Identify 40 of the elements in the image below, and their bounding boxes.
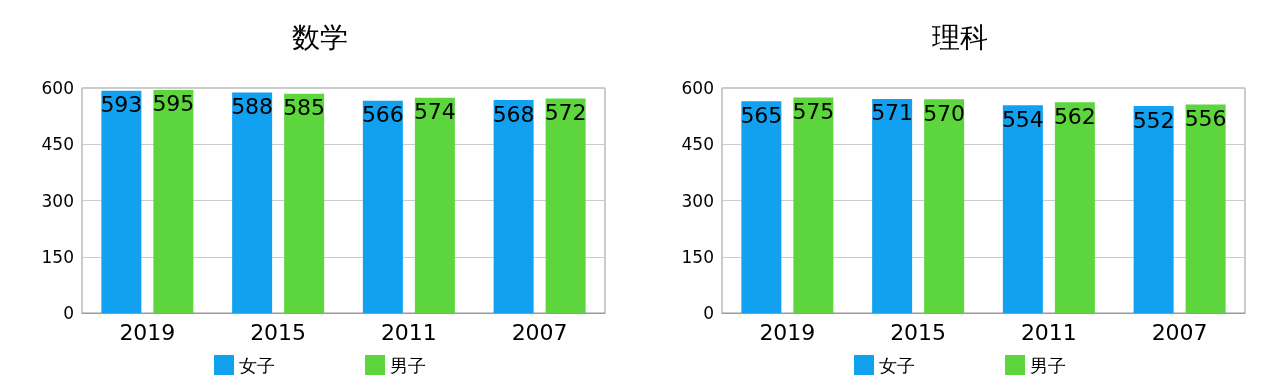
chart-title: 理科 — [932, 20, 988, 54]
data-label: 568 — [492, 101, 535, 127]
data-label: 575 — [792, 98, 835, 124]
chart-title: 数学 — [292, 20, 348, 54]
x-tick-label: 2015 — [890, 319, 947, 345]
data-label: 562 — [1053, 103, 1096, 129]
data-label: 554 — [1001, 106, 1044, 132]
data-label: 565 — [740, 102, 783, 128]
data-label: 574 — [413, 99, 456, 125]
data-label: 570 — [923, 100, 966, 126]
legend-label: 女子 — [239, 354, 275, 376]
y-tick-label: 450 — [681, 134, 714, 155]
y-tick-label: 150 — [681, 246, 714, 267]
y-tick-label: 0 — [63, 303, 74, 323]
data-label: 595 — [152, 91, 195, 117]
data-label: 572 — [544, 100, 587, 125]
data-label: 552 — [1132, 107, 1175, 133]
data-label: 585 — [283, 95, 326, 121]
data-label: 593 — [100, 92, 143, 118]
data-label: 588 — [231, 94, 274, 119]
y-tick-label: 600 — [41, 78, 74, 98]
legend-label: 男子 — [1030, 354, 1066, 376]
x-tick-label: 2019 — [119, 319, 176, 345]
y-tick-label: 450 — [41, 134, 74, 155]
x-tick-label: 2011 — [380, 319, 437, 345]
x-tick-label: 2019 — [759, 319, 816, 345]
legend-label: 女子 — [879, 354, 915, 376]
x-tick-label: 2011 — [1020, 319, 1077, 345]
y-tick-label: 600 — [681, 78, 714, 98]
y-tick-label: 150 — [41, 246, 74, 267]
x-tick-label: 2007 — [511, 319, 568, 345]
y-tick-label: 0 — [703, 303, 714, 323]
data-label: 556 — [1184, 106, 1227, 131]
data-label: 566 — [361, 102, 404, 128]
y-tick-label: 300 — [681, 190, 714, 211]
x-tick-label: 2015 — [250, 319, 307, 345]
data-label: 571 — [871, 100, 914, 126]
legend-label: 男子 — [390, 354, 426, 376]
y-tick-label: 300 — [41, 190, 74, 211]
x-tick-label: 2007 — [1151, 319, 1208, 345]
